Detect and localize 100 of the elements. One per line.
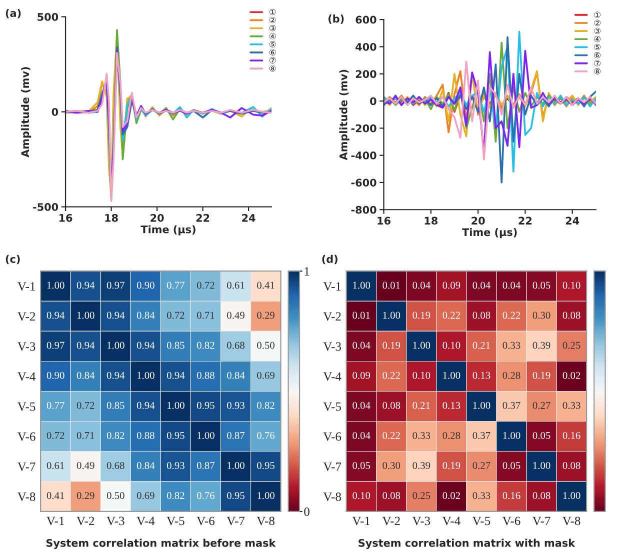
y-tick-label: V-5 [323,402,341,411]
y-axis-title: Amplitude (mv) [339,70,350,160]
x-tick-label: V-5 [472,516,490,526]
x-tick-label: 16 [378,216,390,225]
data-label: 0.41 [46,492,64,500]
data-label: 1.00 [383,312,400,319]
data-label: 0.01 [382,282,400,289]
data-label: 0.72 [46,432,64,440]
data-label: 0.82 [197,342,214,349]
data-label: 0.90 [136,282,154,289]
legend-label: ⑦ [594,60,600,66]
x-tick-label: 22 [518,216,532,224]
legend-label: ⑥ [594,52,600,58]
data-label: 0.72 [197,282,214,289]
data-label: 0.10 [442,342,460,349]
x-tick-label: 24 [242,214,256,222]
data-label: 0.94 [76,282,95,289]
data-label: 0.95 [166,432,184,440]
data-label: 0.33 [412,432,430,440]
data-label: 0.25 [562,342,580,349]
data-label: 0.39 [532,342,550,349]
legend-label: ⑥ [269,49,276,56]
y-tick-label: V-7 [18,462,36,471]
data-label: 0.19 [412,312,430,319]
legend-label: ⑦ [269,57,276,64]
data-label: 0.13 [472,372,490,379]
data-label: 0.71 [197,312,214,319]
data-label: 0.02 [442,492,460,500]
data-label: 1.00 [353,282,370,289]
data-label: 0.21 [472,342,490,349]
data-label: 0.97 [46,342,64,349]
data-label: 0.94 [106,312,125,319]
text: (c) [6,254,20,264]
x-tick-label: 20 [472,216,485,225]
legend-label: ⑤ [269,41,276,48]
x-tick-label: V-8 [256,516,274,526]
x-tick-label: V-1 [46,516,64,526]
data-label: 0.49 [76,462,94,470]
data-label: 0.22 [382,372,400,379]
legend-label: ⑧ [594,68,600,74]
x-tick-label: V-7 [532,516,550,526]
data-label: 0.85 [106,402,124,409]
data-label: 0.08 [562,312,580,319]
data-label: 0.27 [472,462,490,470]
data-label: 0.94 [166,372,185,379]
x-tick-label: V-3 [412,516,430,526]
y-tick-label: V-1 [18,282,35,291]
x-tick-label: V-4 [442,516,460,526]
data-label: 1.00 [47,282,64,289]
data-label: 1.00 [443,372,460,379]
y-tick-label: 0 [370,97,376,106]
data-label: 0.94 [46,312,65,319]
data-label: 0.87 [197,462,215,470]
data-label: 0.01 [352,312,370,319]
data-label: 0.30 [532,312,550,319]
y-tick-label: V-6 [18,432,36,441]
data-label: 0.72 [166,312,184,319]
y-tick-label: V-4 [18,372,36,381]
data-label: 0.72 [76,402,94,409]
data-label: 0.69 [136,492,154,500]
data-label: 0.88 [197,372,214,379]
data-label: 0.93 [166,462,184,470]
data-label: 0.22 [442,312,460,319]
color-bar-label: 1 [304,267,310,276]
y-tick-label: -500 [33,203,58,211]
data-label: 0.76 [257,432,275,440]
y-tick-label: V-8 [323,492,341,501]
data-label: 0.10 [352,492,370,500]
data-label: 0.04 [472,282,490,289]
legend-label: ② [594,20,600,26]
data-label: 0.94 [76,342,95,349]
x-tick-label: V-3 [106,516,124,526]
data-label: 0.04 [352,342,370,349]
data-label: 0.50 [106,492,124,500]
data-label: 0.04 [352,432,370,440]
data-label: 0.84 [136,312,155,319]
data-label: 0.27 [532,402,550,409]
x-tick-label: 18 [105,214,118,222]
data-label: 0.29 [76,492,94,500]
data-label: 1.00 [228,462,244,470]
data-label: 0.37 [472,432,490,440]
text: (d) [322,254,338,264]
data-label: 0.61 [227,282,244,289]
y-tick-label: -400 [351,152,376,160]
y-tick-label: V-8 [18,492,36,501]
data-label: 0.04 [412,282,430,289]
y-tick-label: V-3 [323,342,341,351]
data-label: 0.95 [257,462,274,470]
text: (b) [328,14,344,24]
data-label: 1.00 [137,372,154,379]
legend-label: ① [269,8,276,16]
data-label: 0.41 [257,282,274,289]
data-label: 0.28 [442,432,460,440]
data-label: 0.08 [532,492,550,500]
data-label: 0.28 [502,372,520,379]
color-bar-label: 0 [304,508,310,516]
data-label: 1.00 [473,402,490,409]
data-label: 0.19 [442,462,460,470]
data-label: 0.08 [472,312,490,319]
data-label: 0.90 [46,372,64,379]
